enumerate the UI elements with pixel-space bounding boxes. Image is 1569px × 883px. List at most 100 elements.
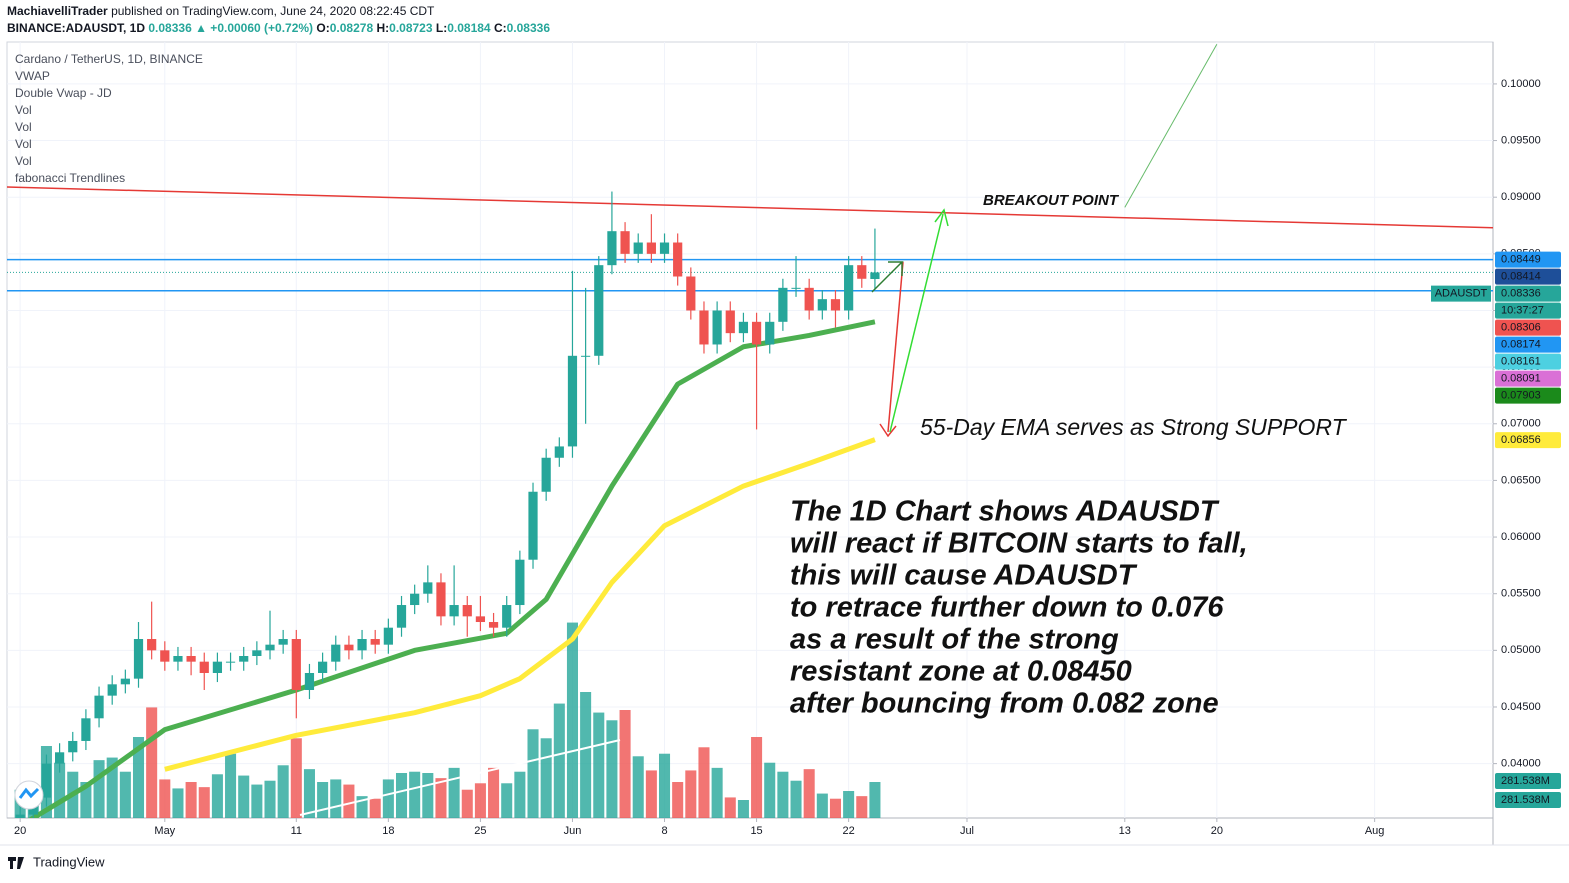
x-tick-label: Jul [960, 825, 974, 837]
green-arrow [889, 213, 944, 433]
volume-bar [185, 782, 197, 818]
candle-body [673, 242, 683, 277]
volume-bar [356, 796, 368, 818]
price-label-bg [1495, 251, 1561, 268]
y-tick-label: 0.04500 [1501, 701, 1541, 713]
candle-body [199, 661, 209, 673]
volume-bar [422, 773, 434, 818]
indicator-line [164, 437, 876, 772]
volume-bar [435, 778, 447, 818]
volume-bar [146, 707, 158, 818]
price-label: 0.08091 [1495, 370, 1561, 387]
candle-body [594, 265, 604, 356]
commentary-line: as a result of the strong [790, 624, 1119, 656]
candle-body [423, 582, 433, 594]
legend-entry: Double Vwap - JD [15, 86, 112, 100]
candle-body [81, 718, 91, 741]
candle-body [147, 639, 157, 651]
candle-body [633, 242, 643, 254]
price-label: 0.08336 [1495, 285, 1561, 302]
legend: Cardano / TetherUS, 1D, BINANCE VWAP Doubl… [15, 52, 203, 185]
volume-bar [672, 782, 684, 818]
y-tick-label: 0.04000 [1501, 758, 1541, 770]
candle-body [41, 763, 52, 798]
price-label-text: 0.08161 [1501, 356, 1541, 368]
volume-trendline [299, 739, 621, 816]
volume-bar [685, 770, 697, 818]
volume-bar [488, 767, 500, 818]
candle-body [318, 661, 328, 673]
price-label-text: 0.07903 [1501, 390, 1541, 402]
volume-bar [119, 771, 131, 818]
volume-bar [843, 791, 855, 818]
x-tick-label: 22 [843, 825, 855, 837]
support-label: 55-Day EMA serves as Strong SUPPORT [920, 414, 1348, 440]
price-label-text: 0.08091 [1501, 373, 1541, 385]
candle-body [252, 650, 262, 657]
published: published on TradingView.com, June 24, 2… [111, 4, 435, 18]
volume-bar [277, 765, 289, 818]
ohlc-key: C: [494, 21, 507, 35]
price-label-bg [1495, 319, 1561, 336]
candle-body [436, 582, 446, 617]
price-label: 0.08449 [1495, 251, 1561, 268]
x-tick-label: May [154, 825, 175, 837]
ohlc-key: H: [376, 21, 389, 35]
indicators [7, 44, 1493, 818]
candles [15, 191, 880, 818]
x-tick-label: Jun [564, 825, 582, 837]
candle-body [502, 605, 512, 628]
volume-bar [777, 771, 789, 818]
candle-body [607, 231, 617, 266]
commentary-line: this will cause ADAUSDT [790, 560, 1138, 592]
price-label: 0.08414 [1495, 268, 1561, 285]
candle-body [738, 321, 749, 334]
volume-bar [54, 762, 66, 818]
trendline [1124, 44, 1218, 208]
x-tick-label: 8 [661, 825, 667, 837]
volume-bar [461, 789, 473, 818]
legend-entry: Cardano / TetherUS, 1D, BINANCE [15, 52, 203, 66]
volume-bar [409, 771, 421, 818]
candle-body [120, 678, 130, 685]
candle-body [778, 287, 788, 322]
legend-entry: fabonacci Trendlines [15, 171, 125, 185]
price-label-bg [1495, 387, 1561, 404]
candle-body [620, 231, 630, 254]
volume-bar [514, 771, 526, 818]
header-line: MachiavelliTrader published on TradingVi… [7, 4, 435, 18]
volume-bar [619, 710, 631, 818]
price-label-text: 0.08449 [1501, 254, 1541, 266]
volume-bar [593, 712, 605, 818]
candle-body [857, 265, 867, 279]
x-tick-label: 20 [1211, 825, 1223, 837]
volume-bar [724, 797, 736, 818]
countdown-bg [1495, 302, 1561, 319]
candle-body [712, 310, 722, 345]
price-label-text: 0.08174 [1501, 339, 1541, 351]
indicator-line [28, 319, 876, 818]
volume-bar [290, 738, 302, 818]
candle-body [278, 639, 288, 645]
volume-bar [829, 798, 842, 818]
candle-body [396, 605, 407, 628]
price-label: 0.08174 [1495, 336, 1561, 353]
volume-bar [501, 783, 513, 818]
volume-bar [198, 787, 210, 818]
volume-label-text: 281.538M [1501, 775, 1550, 787]
candle-body [725, 310, 735, 334]
volume-bar [527, 729, 539, 818]
volume-bar [566, 622, 578, 818]
candle-body [239, 656, 249, 662]
candle-body [528, 491, 538, 560]
commentary-line: resistant zone at 0.08450 [790, 656, 1132, 688]
candle-body [133, 639, 144, 679]
candle-body [212, 661, 223, 673]
candle-body [541, 457, 551, 492]
candle-body [830, 299, 841, 311]
logo-icon [18, 787, 40, 799]
price-label-text: 0.08306 [1501, 322, 1541, 334]
y-tick-label: 0.05500 [1501, 588, 1541, 600]
symbol: BINANCE:ADAUSDT, 1D [7, 21, 145, 35]
